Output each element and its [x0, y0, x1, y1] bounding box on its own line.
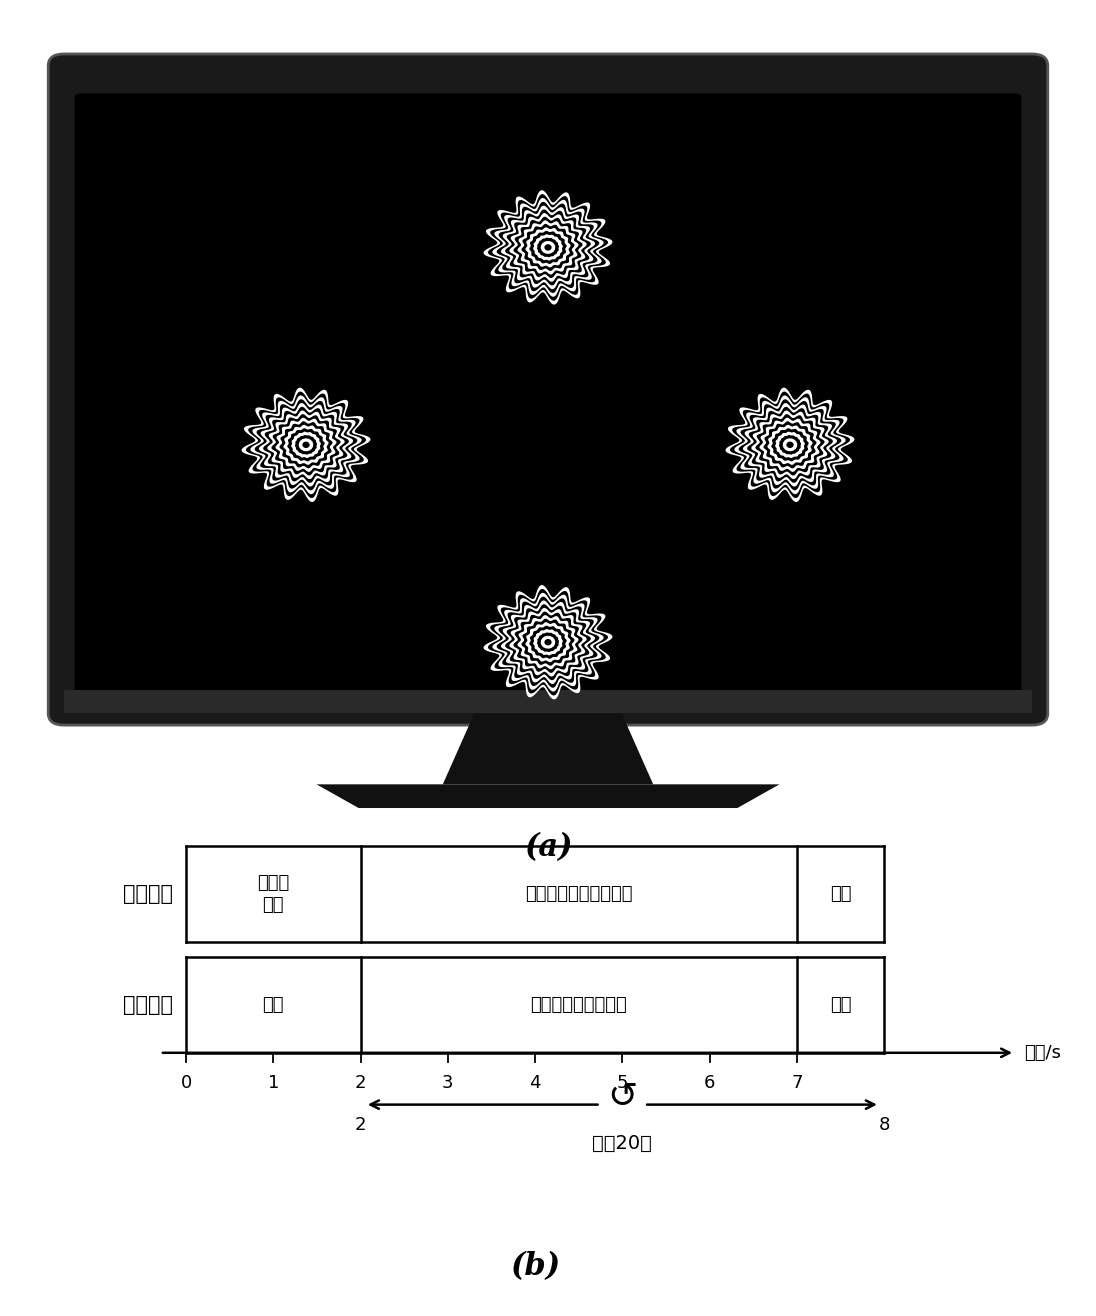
Polygon shape [517, 220, 579, 275]
Polygon shape [492, 592, 604, 692]
FancyBboxPatch shape [48, 54, 1048, 725]
Polygon shape [317, 784, 779, 808]
Polygon shape [760, 417, 821, 472]
Polygon shape [272, 415, 341, 475]
Polygon shape [492, 197, 604, 297]
Text: 6: 6 [704, 1074, 716, 1091]
Polygon shape [726, 388, 855, 501]
Text: 操作任务: 操作任务 [123, 995, 173, 1015]
Polygon shape [751, 411, 829, 479]
Polygon shape [513, 217, 583, 278]
Polygon shape [64, 690, 1032, 713]
Text: 灰屏: 灰屏 [830, 884, 852, 903]
Polygon shape [743, 403, 837, 487]
Polygon shape [529, 625, 567, 659]
Text: ↺: ↺ [607, 1079, 638, 1113]
Text: 四个尴激目标同时呈现: 四个尴激目标同时呈现 [525, 884, 632, 903]
Polygon shape [537, 633, 559, 651]
Polygon shape [246, 392, 366, 497]
Polygon shape [295, 436, 317, 454]
Polygon shape [730, 392, 850, 497]
Polygon shape [783, 438, 797, 451]
Polygon shape [522, 619, 574, 666]
Polygon shape [764, 421, 817, 468]
Polygon shape [533, 234, 563, 261]
Polygon shape [302, 442, 310, 447]
Polygon shape [496, 201, 600, 293]
Polygon shape [510, 608, 586, 676]
Polygon shape [517, 615, 579, 670]
Polygon shape [525, 228, 571, 267]
Polygon shape [501, 205, 595, 290]
Text: 4: 4 [529, 1074, 540, 1091]
Polygon shape [241, 388, 370, 501]
Polygon shape [739, 399, 842, 491]
Polygon shape [772, 428, 809, 462]
Polygon shape [505, 604, 591, 680]
Polygon shape [287, 428, 324, 462]
Polygon shape [496, 596, 600, 688]
Text: (b): (b) [510, 1252, 560, 1282]
Polygon shape [529, 230, 567, 265]
Polygon shape [263, 407, 349, 483]
Polygon shape [510, 213, 586, 282]
Polygon shape [299, 438, 313, 451]
Polygon shape [545, 640, 551, 645]
Polygon shape [488, 590, 608, 695]
Text: 准备: 准备 [263, 996, 284, 1013]
Polygon shape [747, 407, 833, 483]
Polygon shape [545, 245, 551, 250]
Polygon shape [501, 600, 595, 684]
Text: 7: 7 [791, 1074, 802, 1091]
Polygon shape [767, 425, 812, 465]
Text: 重复20次: 重复20次 [593, 1134, 652, 1153]
Polygon shape [267, 411, 345, 479]
Polygon shape [254, 399, 357, 491]
Text: 注视特定的尴激目标: 注视特定的尴激目标 [530, 996, 627, 1013]
Text: 0: 0 [181, 1074, 192, 1091]
Text: (a): (a) [524, 832, 572, 863]
Polygon shape [540, 241, 556, 254]
Polygon shape [505, 209, 591, 286]
Polygon shape [275, 417, 336, 472]
Polygon shape [488, 195, 608, 300]
Polygon shape [259, 403, 353, 487]
Text: 空闲: 空闲 [830, 996, 852, 1013]
Text: 倒计时
提示: 倒计时 提示 [258, 874, 289, 913]
Polygon shape [755, 415, 824, 475]
Text: 1: 1 [267, 1074, 279, 1091]
Text: 尴激状态: 尴激状态 [123, 883, 173, 904]
Polygon shape [775, 432, 804, 458]
Polygon shape [522, 224, 574, 271]
FancyBboxPatch shape [75, 93, 1021, 694]
Text: 8: 8 [879, 1116, 890, 1133]
Polygon shape [292, 432, 321, 458]
Polygon shape [533, 629, 563, 655]
Polygon shape [786, 442, 794, 447]
Text: 3: 3 [442, 1074, 454, 1091]
Polygon shape [284, 425, 329, 465]
Polygon shape [779, 436, 801, 454]
Polygon shape [525, 622, 571, 662]
Text: 2: 2 [355, 1074, 366, 1091]
Text: 2: 2 [355, 1116, 366, 1133]
Text: 5: 5 [617, 1074, 628, 1091]
Polygon shape [279, 421, 332, 468]
Polygon shape [443, 713, 653, 784]
Text: 时间/s: 时间/s [1024, 1044, 1061, 1062]
Polygon shape [537, 238, 559, 257]
Polygon shape [483, 586, 613, 699]
Polygon shape [540, 636, 556, 649]
Polygon shape [734, 395, 846, 495]
Polygon shape [250, 395, 362, 495]
Polygon shape [483, 191, 613, 304]
Polygon shape [513, 612, 583, 672]
